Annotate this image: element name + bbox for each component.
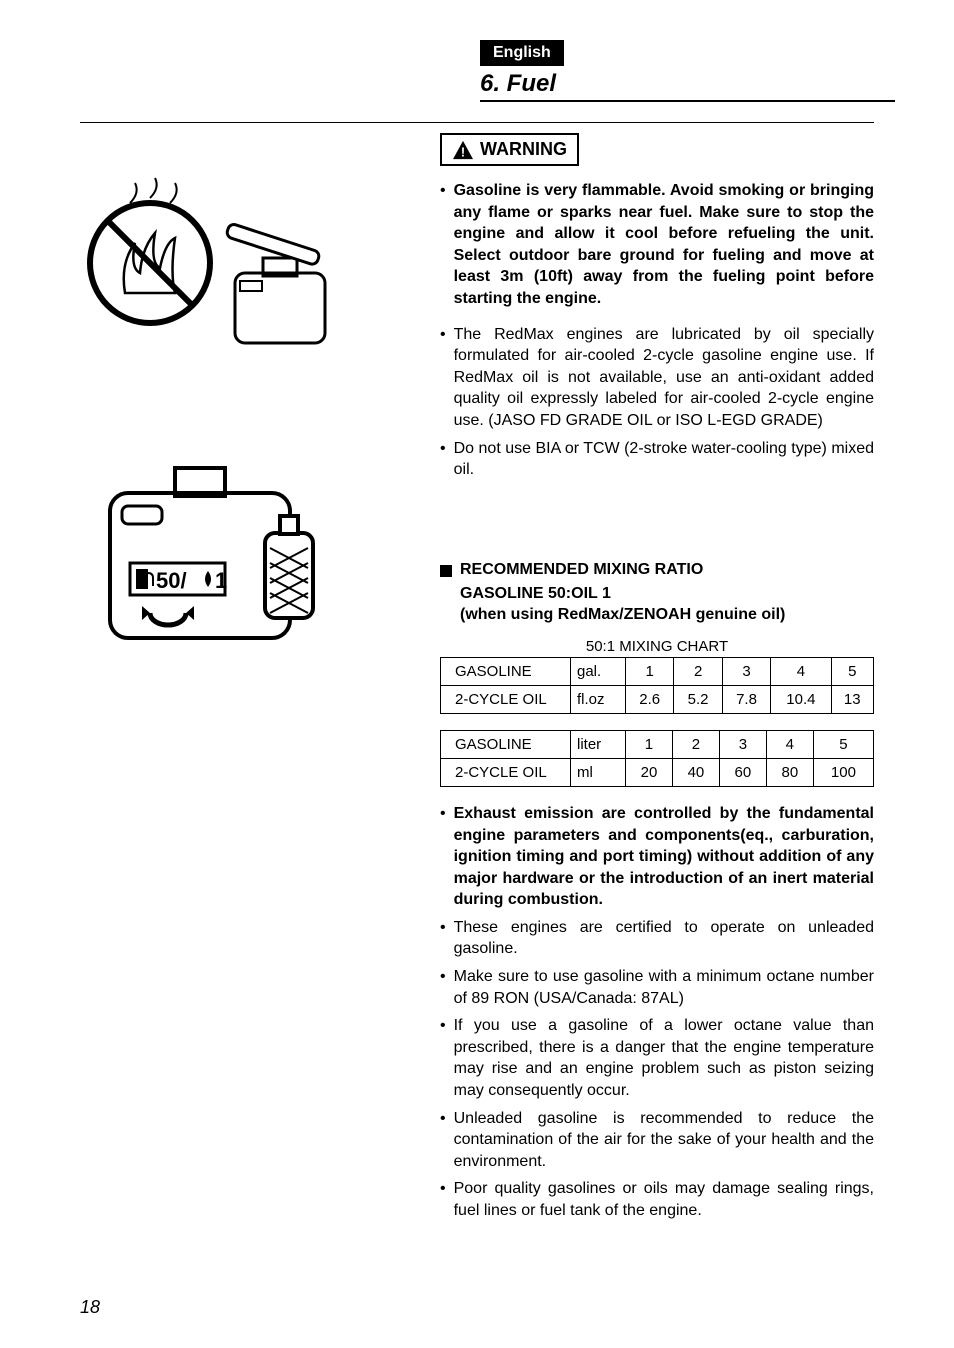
- warning-triangle-icon: !: [452, 140, 474, 160]
- cell-label: 2-CYCLE OIL: [441, 758, 571, 786]
- cell-value: 40: [672, 758, 719, 786]
- cell-value: 1: [626, 730, 673, 758]
- note-item-3: If you use a gasoline of a lower octane …: [454, 1015, 874, 1101]
- cell-label: GASOLINE: [441, 657, 571, 685]
- language-badge: English: [480, 40, 564, 66]
- mixing-sub-1: GASOLINE 50:OIL 1: [460, 583, 874, 605]
- square-bullet-icon: [440, 565, 452, 577]
- cell-value: 2: [674, 657, 722, 685]
- cell-value: 2.6: [626, 685, 674, 713]
- cell-value: 5: [813, 730, 873, 758]
- cell-label: GASOLINE: [441, 730, 571, 758]
- cell-value: 4: [766, 730, 813, 758]
- fuel-info-item-1: Do not use BIA or TCW (2-stroke water-co…: [454, 438, 874, 481]
- cell-value: 13: [831, 685, 873, 713]
- cell-unit: gal.: [571, 657, 626, 685]
- fuel-info-list: The RedMax engines are lubricated by oil…: [440, 324, 874, 481]
- mixing-heading-text: RECOMMENDED MIXING RATIO: [460, 561, 703, 579]
- cell-value: 80: [766, 758, 813, 786]
- cell-value: 7.8: [722, 685, 770, 713]
- warning-list: Gasoline is very flammable. Avoid smokin…: [440, 180, 874, 310]
- note-item-2: Make sure to use gasoline with a minimum…: [454, 966, 874, 1009]
- cell-value: 4: [771, 657, 831, 685]
- cell-value: 1: [626, 657, 674, 685]
- section-title: 6. Fuel: [480, 70, 895, 102]
- fuel-mix-ratio-figure: 50/ 1: [80, 438, 340, 668]
- table-row: 2-CYCLE OIL fl.oz 2.6 5.2 7.8 10.4 13: [441, 685, 874, 713]
- cell-unit: fl.oz: [571, 685, 626, 713]
- table-row: GASOLINE gal. 1 2 3 4 5: [441, 657, 874, 685]
- notes-list: Exhaust emission are controlled by the f…: [440, 803, 874, 1222]
- cell-value: 3: [722, 657, 770, 685]
- cell-value: 3: [719, 730, 766, 758]
- cell-value: 10.4: [771, 685, 831, 713]
- page-number: 18: [80, 1297, 100, 1318]
- cell-value: 5.2: [674, 685, 722, 713]
- note-item-0: Exhaust emission are controlled by the f…: [454, 803, 874, 911]
- cell-unit: ml: [571, 758, 626, 786]
- no-fire-near-fuel-figure: [80, 163, 340, 363]
- cell-label: 2-CYCLE OIL: [441, 685, 571, 713]
- note-item-4: Unleaded gasoline is recommended to redu…: [454, 1108, 874, 1173]
- warning-box: ! WARNING: [440, 133, 579, 166]
- mixing-chart-title: 50:1 MIXING CHART: [440, 638, 874, 655]
- warning-label: WARNING: [480, 139, 567, 160]
- cell-unit: liter: [571, 730, 626, 758]
- mixing-table-metric: GASOLINE liter 1 2 3 4 5 2-CYCLE OIL ml …: [440, 730, 874, 787]
- cell-value: 100: [813, 758, 873, 786]
- cell-value: 20: [626, 758, 673, 786]
- svg-text:1: 1: [215, 568, 227, 593]
- warning-item-0: Gasoline is very flammable. Avoid smokin…: [454, 180, 874, 310]
- header-rule: [80, 122, 874, 123]
- mix-ratio-label: 50/: [156, 568, 187, 593]
- mixing-sub-2: (when using RedMax/ZENOAH genuine oil): [460, 604, 874, 626]
- mixing-heading: RECOMMENDED MIXING RATIO: [440, 561, 874, 579]
- cell-value: 2: [672, 730, 719, 758]
- note-item-5: Poor quality gasolines or oils may damag…: [454, 1178, 874, 1221]
- table-row: GASOLINE liter 1 2 3 4 5: [441, 730, 874, 758]
- note-item-1: These engines are certified to operate o…: [454, 917, 874, 960]
- cell-value: 60: [719, 758, 766, 786]
- svg-text:!: !: [461, 144, 465, 159]
- mixing-table-us: GASOLINE gal. 1 2 3 4 5 2-CYCLE OIL fl.o…: [440, 657, 874, 714]
- cell-value: 5: [831, 657, 873, 685]
- table-row: 2-CYCLE OIL ml 20 40 60 80 100: [441, 758, 874, 786]
- fuel-info-item-0: The RedMax engines are lubricated by oil…: [454, 324, 874, 432]
